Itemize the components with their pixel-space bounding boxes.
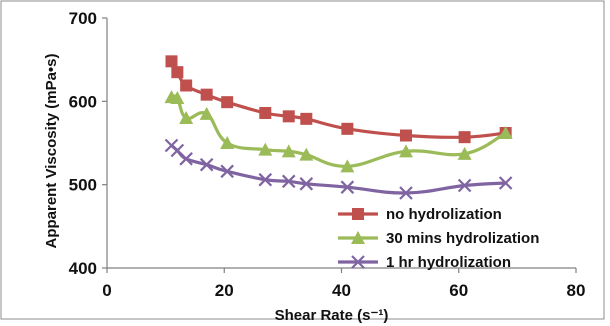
plot-area: [164, 55, 513, 200]
data-point: [282, 110, 295, 123]
series-2: [164, 90, 513, 173]
legend: no hydrolization 30 mins hydrolization 1 h…: [338, 206, 539, 271]
y-tick-label: 400: [69, 259, 97, 278]
legend-label: 1 hr hydrolization: [386, 254, 511, 271]
legend-marker: [351, 255, 365, 269]
data-point: [299, 147, 314, 161]
data-point: [340, 159, 355, 173]
data-point: [457, 146, 472, 160]
data-point: [498, 126, 513, 139]
legend-marker: [351, 231, 365, 244]
x-tick-label: 20: [215, 281, 234, 300]
data-point: [180, 79, 193, 92]
data-point: [398, 144, 413, 158]
data-point: [457, 178, 472, 193]
data-point: [199, 106, 214, 120]
data-point: [258, 172, 273, 187]
x-tick-label: 0: [102, 281, 111, 300]
data-point: [221, 96, 234, 109]
legend-item: 1 hr hydrolization: [338, 254, 511, 271]
series-3: [164, 138, 513, 200]
data-point: [399, 129, 412, 142]
y-axis-title: Apparent Viscosity (mPa•s): [43, 53, 60, 248]
data-point: [200, 88, 213, 101]
data-point: [179, 152, 193, 166]
x-tick-label: 60: [449, 281, 468, 300]
axes: 400 500 600 700 0 20 40 60 80: [69, 9, 586, 300]
legend-item: no hydrolization: [338, 206, 502, 223]
x-axis-title: Shear Rate (s⁻¹): [275, 307, 389, 324]
data-point: [165, 55, 178, 68]
x-tick-label: 40: [332, 281, 351, 300]
y-tick-label: 500: [69, 176, 97, 195]
data-point: [340, 180, 355, 194]
data-point: [281, 174, 296, 189]
x-tick-label: 80: [567, 281, 586, 300]
data-point: [220, 164, 234, 179]
legend-label: no hydrolization: [386, 206, 502, 223]
data-point: [199, 157, 214, 172]
data-point: [259, 107, 272, 119]
data-point: [171, 66, 184, 79]
data-point: [220, 136, 235, 149]
legend-label: 30 mins hydrolization: [386, 230, 539, 247]
data-point: [341, 122, 354, 135]
data-point: [458, 131, 471, 144]
data-point: [300, 112, 313, 125]
y-tick-label: 600: [69, 92, 97, 111]
series-1: [165, 55, 512, 144]
data-point: [170, 91, 185, 104]
legend-marker: [352, 208, 364, 220]
legend-item: 30 mins hydrolization: [338, 230, 539, 247]
data-point: [179, 111, 194, 124]
data-point: [281, 144, 296, 158]
data-point: [258, 142, 273, 156]
data-point: [299, 177, 314, 191]
data-point: [498, 176, 513, 190]
data-point: [399, 186, 413, 200]
y-tick-label: 700: [69, 9, 97, 28]
